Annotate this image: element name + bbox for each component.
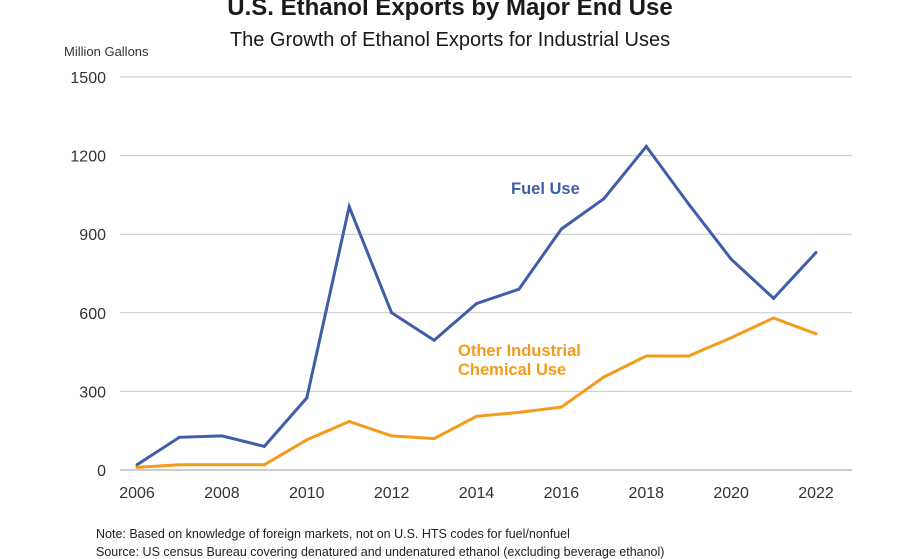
x-tick-label: 2020 [713, 485, 749, 502]
data-point [772, 316, 776, 320]
data-point [517, 410, 521, 414]
y-tick-label: 600 [79, 306, 106, 323]
x-tick-label: 2016 [544, 485, 580, 502]
y-tick-label: 900 [79, 227, 106, 244]
data-point [347, 420, 351, 424]
x-tick-label: 2014 [459, 485, 495, 502]
chart-subtitle: The Growth of Ethanol Exports for Indust… [229, 29, 671, 51]
data-point [305, 396, 309, 400]
x-tick-label: 2022 [798, 485, 834, 502]
y-axis-label: Million Gallons [64, 44, 149, 59]
data-point [559, 405, 563, 409]
data-point [559, 227, 563, 231]
data-point [262, 463, 266, 467]
data-point [432, 338, 436, 342]
chart-title: U.S. Ethanol Exports by Major End Use [227, 0, 673, 21]
y-tick-label: 300 [79, 384, 106, 401]
data-point [602, 375, 606, 379]
data-point [687, 354, 691, 358]
data-point [390, 311, 394, 315]
series-label-other-industrial: Chemical Use [458, 361, 566, 379]
data-point [177, 435, 181, 439]
data-point [220, 463, 224, 467]
data-point [602, 197, 606, 201]
series-line-other-industrial [136, 316, 817, 469]
y-tick-label: 0 [97, 463, 106, 480]
x-tick-label: 2010 [289, 485, 325, 502]
data-point [517, 287, 521, 291]
note-text: Note: Based on knowledge of foreign mark… [96, 527, 570, 541]
series-label-fuel-use: Fuel Use [511, 180, 580, 198]
y-tick-label: 1200 [70, 149, 106, 166]
data-point [814, 251, 818, 255]
data-point [135, 465, 139, 469]
x-tick-label: 2012 [374, 485, 410, 502]
data-point [772, 296, 776, 300]
data-point [177, 463, 181, 467]
data-point [432, 437, 436, 441]
data-point [262, 444, 266, 448]
series-label-other-industrial: Other Industrial [458, 342, 581, 360]
data-point [729, 257, 733, 261]
data-point [475, 302, 478, 306]
data-point [220, 434, 224, 438]
data-point [814, 332, 818, 336]
x-tick-label: 2018 [628, 485, 664, 502]
data-point [135, 463, 139, 467]
x-tick-label: 2008 [204, 485, 240, 502]
data-point [390, 434, 394, 438]
y-tick-label: 1500 [70, 70, 106, 87]
data-point [729, 336, 733, 340]
data-point [305, 438, 309, 442]
data-point [347, 205, 351, 209]
source-text: Source: US census Bureau covering denatu… [96, 545, 665, 559]
data-point [644, 144, 648, 148]
data-point [644, 354, 648, 358]
data-point [475, 414, 478, 418]
x-tick-label: 2006 [119, 485, 155, 502]
data-point [687, 202, 691, 206]
